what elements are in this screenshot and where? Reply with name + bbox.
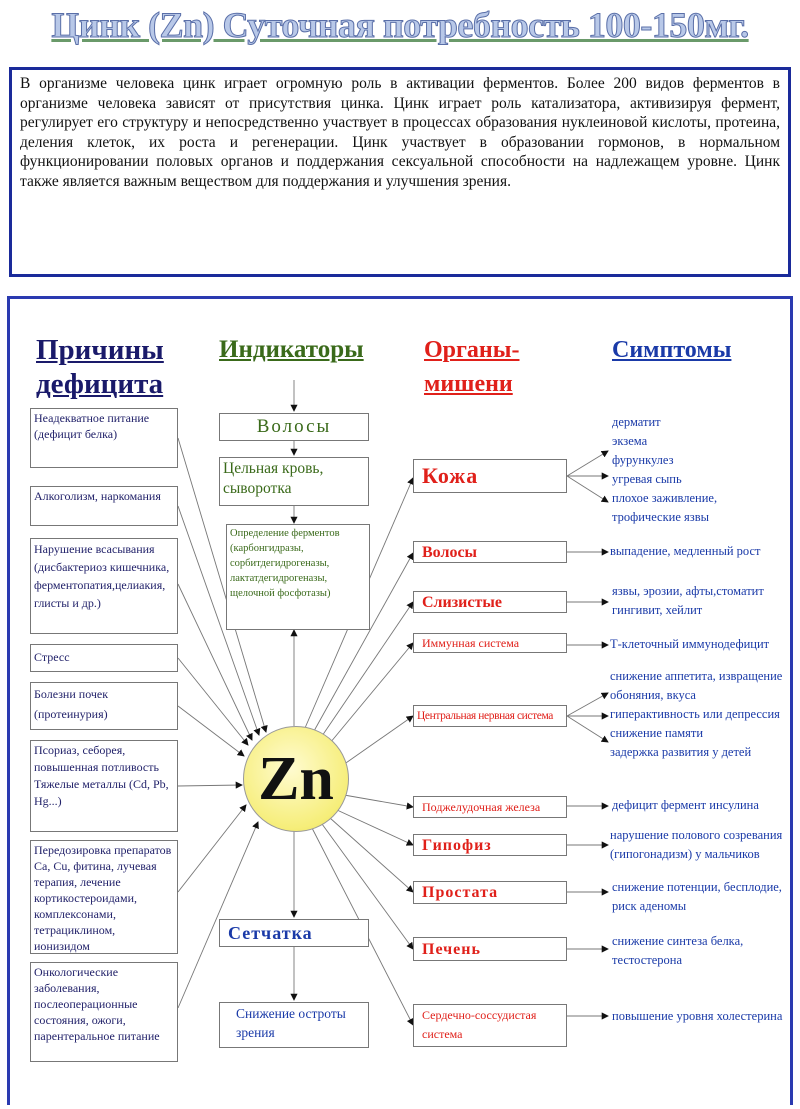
symptom: фурункулез	[612, 453, 674, 467]
intro-box: В организме человека цинк играет огромну…	[9, 67, 791, 277]
symptom: снижение аппетита, извращение	[610, 669, 783, 683]
symptom: дефицит фермент инсулина	[612, 798, 759, 812]
organ-prostate: Простата	[413, 881, 567, 904]
cause-box: Нарушение всасывания (дисбактериоз кишеч…	[30, 538, 178, 634]
symptom: нарушение полового созревания	[610, 828, 783, 842]
symptom: угревая сыпь	[612, 472, 682, 486]
cause-box: Передозировка препаратов Ca, Cu, фитина,…	[30, 840, 178, 954]
organ-hair: Волосы	[413, 541, 567, 563]
symptoms-mucosa: язвы, эрозии, афты,стоматит гингивит, хей…	[612, 582, 764, 620]
symptom: гиперактивность или депрессия	[610, 707, 780, 721]
organ-pituitary: Гипофиз	[413, 834, 567, 856]
organ-cardio: Сердечно-соссудистая система	[413, 1004, 567, 1047]
symptom: повышение уровня холестерина	[612, 1009, 783, 1023]
symptom: дерматит	[612, 415, 661, 429]
organ-mucosa: Слизистые	[413, 591, 567, 613]
organ-skin: Кожа	[413, 459, 567, 493]
symptoms-hair: выпадение, медленный рост	[610, 542, 760, 561]
header-causes: Причины дефицита	[36, 334, 164, 400]
cause-box: Болезни почек (протеинурия)	[30, 682, 178, 730]
symptom: (гипогонадизм) у мальчиков	[610, 847, 760, 861]
diagram-panel	[7, 296, 793, 1105]
organ-immune: Иммунная система	[413, 633, 567, 653]
indicator-vision: Снижение остроты зрения	[219, 1002, 369, 1048]
symptoms-pituitary: нарушение полового созревания (гипогонади…	[610, 826, 782, 864]
symptom: снижение потенции, бесплодие,	[612, 880, 782, 894]
page-title: Цинк (Zn) Суточная потребность 100-150мг…	[51, 5, 750, 46]
cause-box: Стресс	[30, 644, 178, 672]
symptom: риск аденомы	[612, 899, 687, 913]
symptom: снижение синтеза белка,	[612, 934, 744, 948]
symptom: выпадение, медленный рост	[610, 544, 761, 558]
cause-box: Неадекватное питание (дефицит белка)	[30, 408, 178, 468]
symptom: обоняния, вкуса	[610, 688, 696, 702]
symptoms-cardio: повышение уровня холестерина	[612, 1007, 782, 1026]
header-symptoms: Симптомы	[612, 337, 732, 363]
symptoms-liver: снижение синтеза белка, тестостерона	[612, 932, 743, 970]
indicator-blood: Цельная кровь, сыворотка	[219, 457, 369, 506]
symptom: язвы, эрозии, афты,стоматит	[612, 584, 764, 598]
symptom: трофические язвы	[612, 510, 710, 524]
symptoms-pancreas: дефицит фермент инсулина	[612, 796, 759, 815]
cause-box: Алкоголизм, наркомания	[30, 486, 178, 526]
symptom: Т-клеточный иммунодефицит	[610, 637, 770, 651]
symptom: снижение памяти	[610, 726, 704, 740]
indicator-hair: Волосы	[219, 413, 369, 441]
symptom: задержка развития у детей	[610, 745, 752, 759]
indicator-retina: Сетчатка	[219, 919, 369, 947]
symptoms-skin: дерматит экзема фурункулез угревая сыпь плох…	[612, 413, 717, 527]
symptom: тестостерона	[612, 953, 683, 967]
organ-pancreas: Поджелудочная железа	[413, 796, 567, 818]
organ-cns: Центральная нервная система	[413, 705, 567, 727]
zinc-center-circle: Zn	[243, 726, 349, 832]
symptoms-cns: снижение аппетита, извращение обоняния, в…	[610, 667, 782, 762]
cause-box: Онкологические заболевания, послеопераци…	[30, 962, 178, 1062]
header-indicators: Индикаторы	[219, 336, 364, 363]
symptoms-immune: Т-клеточный иммунодефицит	[610, 635, 769, 654]
symptom: гингивит, хейлит	[612, 603, 703, 617]
symptom: плохое заживление,	[612, 491, 718, 505]
header-organs: Органы-мишени	[424, 337, 520, 397]
symptom: экзема	[612, 434, 648, 448]
indicator-enzymes: Определение ферментов (карбонгидразы, со…	[226, 524, 370, 630]
cause-box: Псориаз, себорея, повышенная потливость …	[30, 740, 178, 832]
symptoms-prostate: снижение потенции, бесплодие, риск аденом…	[612, 878, 782, 916]
organ-liver: Печень	[413, 937, 567, 961]
intro-text: В организме человека цинк играет огромну…	[20, 75, 780, 190]
